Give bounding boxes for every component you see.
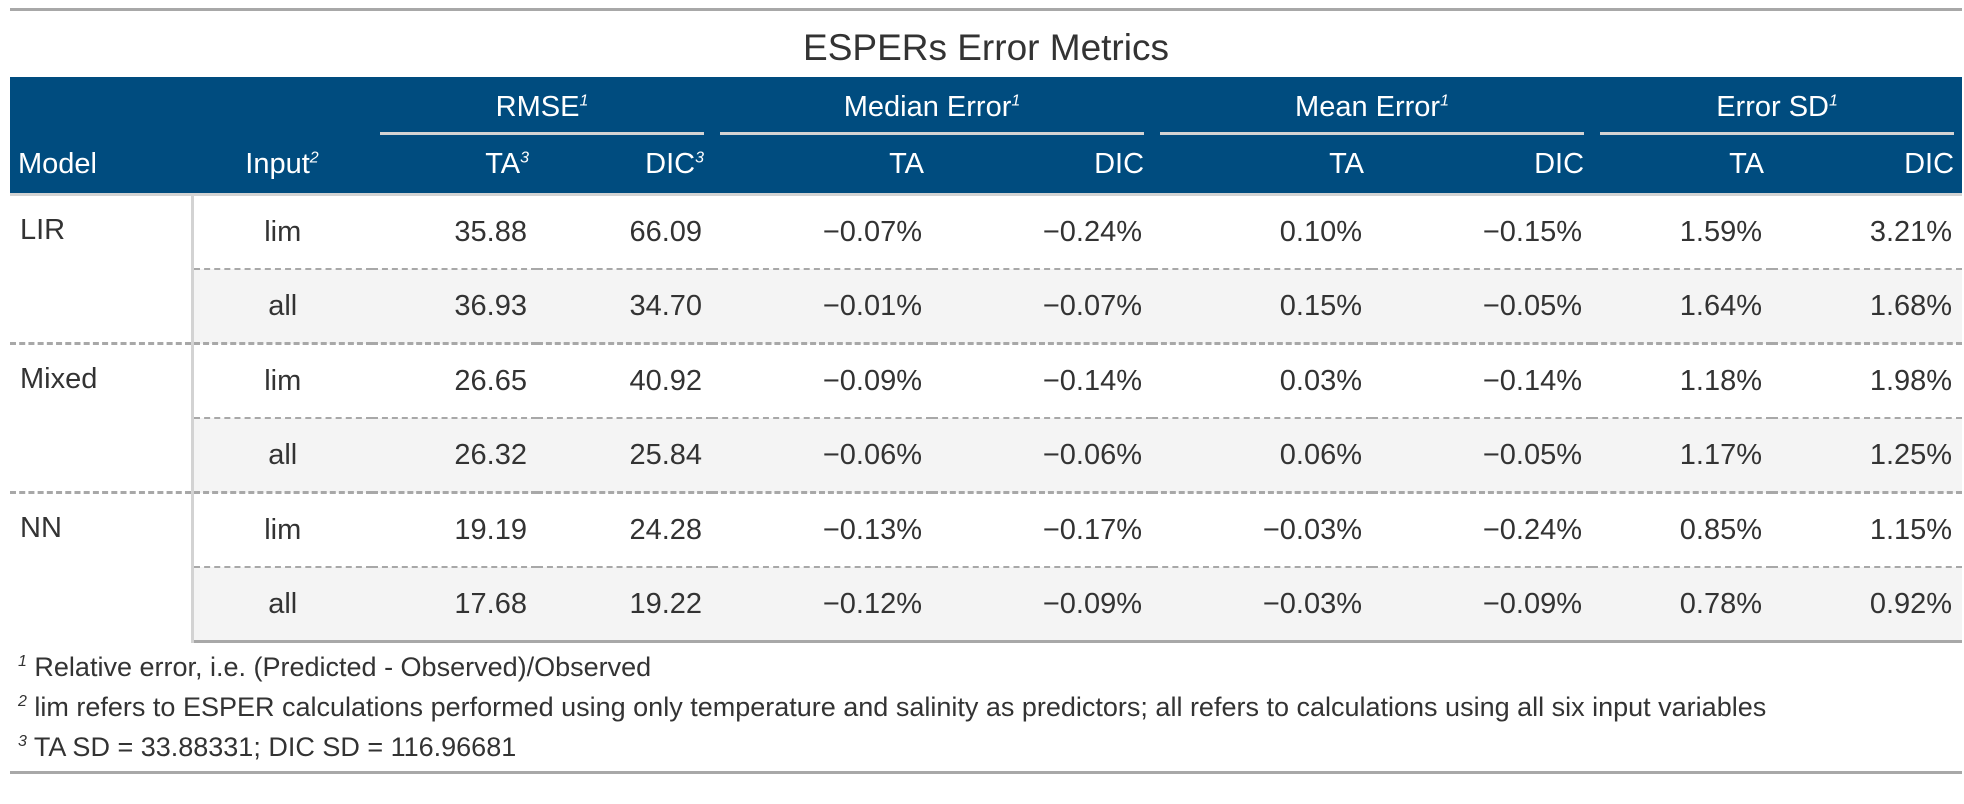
- value-cell: 24.28: [537, 491, 713, 567]
- footnote-2: 2 lim refers to ESPER calculations perfo…: [18, 692, 1767, 722]
- value-cell: 1.98%: [1772, 342, 1963, 418]
- col-input: Input2: [192, 135, 372, 195]
- model-cell: NN: [10, 491, 194, 642]
- col-model: Model: [10, 135, 192, 195]
- table-title: ESPERs Error Metrics: [803, 27, 1169, 68]
- value-cell: 3.21%: [1772, 193, 1963, 269]
- spanner-error-sd: Error SD1: [1592, 77, 1963, 135]
- value-cell: −0.01%: [712, 268, 933, 344]
- value-cell: −0.17%: [932, 491, 1153, 567]
- footnote-1: 1 Relative error, i.e. (Predicted - Obse…: [18, 652, 652, 682]
- model-cell: LIR: [10, 193, 194, 344]
- error-metrics-table: RMSE1 Median Error1 Mean Error1 Error SD…: [10, 77, 1963, 643]
- col-sd-ta: TA: [1592, 135, 1773, 195]
- value-cell: 1.15%: [1772, 491, 1963, 567]
- value-cell: 26.65: [372, 342, 537, 418]
- table-row: LIR lim 35.88 66.09 −0.07% −0.24% 0.10% …: [10, 193, 1963, 344]
- value-cell: 1.68%: [1772, 268, 1963, 344]
- spanner-median-error: Median Error1: [712, 77, 1153, 135]
- value-cell: 1.18%: [1592, 342, 1773, 418]
- value-cell: 19.22: [537, 566, 713, 643]
- col-mean-ta: TA: [1152, 135, 1373, 195]
- spanner-empty: [192, 77, 372, 135]
- value-cell: −0.12%: [712, 566, 933, 643]
- value-cell: −0.06%: [712, 417, 933, 493]
- value-cell: −0.09%: [712, 342, 933, 418]
- input-cell: all: [192, 417, 372, 493]
- spanner-mean-error: Mean Error1: [1152, 77, 1593, 135]
- value-cell: −0.13%: [712, 491, 933, 567]
- col-median-ta: TA: [712, 135, 933, 195]
- value-cell: 35.88: [372, 193, 537, 269]
- input-cell: lim: [192, 491, 372, 567]
- input-cell: all: [192, 566, 372, 643]
- value-cell: −0.09%: [1372, 566, 1593, 643]
- col-mean-dic: DIC: [1372, 135, 1593, 195]
- spanner-empty: [10, 77, 192, 135]
- table-row: all 26.32 25.84 −0.06% −0.06% 0.06% −0.0…: [10, 417, 1963, 493]
- spanner-header-row: RMSE1 Median Error1 Mean Error1 Error SD…: [10, 77, 1963, 135]
- value-cell: 26.32: [372, 417, 537, 493]
- value-cell: 1.64%: [1592, 268, 1773, 344]
- table-row: all 36.93 34.70 −0.01% −0.07% 0.15% −0.0…: [10, 268, 1963, 344]
- value-cell: 0.85%: [1592, 491, 1773, 567]
- value-cell: −0.06%: [932, 417, 1153, 493]
- value-cell: −0.24%: [932, 193, 1153, 269]
- value-cell: −0.05%: [1372, 417, 1593, 493]
- value-cell: −0.14%: [1372, 342, 1593, 418]
- value-cell: 1.59%: [1592, 193, 1773, 269]
- input-cell: lim: [192, 193, 372, 269]
- top-rule: [10, 8, 1962, 11]
- value-cell: −0.24%: [1372, 491, 1593, 567]
- input-cell: lim: [192, 342, 372, 418]
- table-row: NN lim 19.19 24.28 −0.13% −0.17% −0.03% …: [10, 491, 1963, 642]
- footnotes: 1 Relative error, i.e. (Predicted - Obse…: [10, 643, 1962, 763]
- value-cell: 1.25%: [1772, 417, 1963, 493]
- value-cell: −0.15%: [1372, 193, 1593, 269]
- value-cell: 0.03%: [1152, 342, 1373, 418]
- value-cell: −0.14%: [932, 342, 1153, 418]
- value-cell: 40.92: [537, 342, 713, 418]
- col-sd-dic: DIC: [1772, 135, 1963, 195]
- input-cell: all: [192, 268, 372, 344]
- value-cell: 19.19: [372, 491, 537, 567]
- value-cell: 34.70: [537, 268, 713, 344]
- value-cell: −0.05%: [1372, 268, 1593, 344]
- value-cell: 66.09: [537, 193, 713, 269]
- value-cell: −0.07%: [712, 193, 933, 269]
- value-cell: 0.92%: [1772, 566, 1963, 643]
- value-cell: 36.93: [372, 268, 537, 344]
- table-container: ESPERs Error Metrics RMSE1 Median Error: [10, 8, 1963, 774]
- value-cell: 0.06%: [1152, 417, 1373, 493]
- value-cell: −0.03%: [1152, 566, 1373, 643]
- value-cell: 17.68: [372, 566, 537, 643]
- value-cell: −0.07%: [932, 268, 1153, 344]
- spanner-rmse: RMSE1: [372, 77, 713, 135]
- col-median-dic: DIC: [932, 135, 1153, 195]
- value-cell: 0.10%: [1152, 193, 1373, 269]
- value-cell: 0.15%: [1152, 268, 1373, 344]
- col-rmse-ta: TA3: [372, 135, 537, 195]
- value-cell: 1.17%: [1592, 417, 1773, 493]
- col-rmse-dic: DIC3: [537, 135, 713, 195]
- value-cell: 0.78%: [1592, 566, 1773, 643]
- table-row: Mixed lim 26.65 40.92 −0.09% −0.14% 0.03…: [10, 342, 1963, 493]
- value-cell: −0.03%: [1152, 491, 1373, 567]
- table-row: all 17.68 19.22 −0.12% −0.09% −0.03% −0.…: [10, 566, 1963, 643]
- bottom-rule: [10, 771, 1962, 774]
- value-cell: −0.09%: [932, 566, 1153, 643]
- footnote-3: 3 TA SD = 33.88331; DIC SD = 116.96681: [18, 732, 517, 762]
- column-header-row: Model Input2 TA3 DIC3 TA DIC TA DIC TA D…: [10, 135, 1963, 195]
- value-cell: 25.84: [537, 417, 713, 493]
- model-cell: Mixed: [10, 342, 194, 493]
